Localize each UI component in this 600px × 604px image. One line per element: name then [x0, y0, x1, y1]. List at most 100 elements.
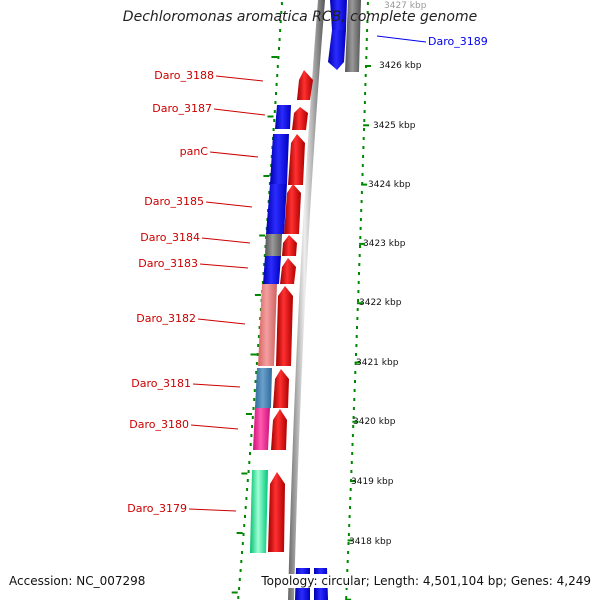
ring-dot — [273, 110, 276, 113]
ring-dot — [366, 29, 369, 32]
ring-dot — [237, 596, 240, 599]
ring-dot — [351, 443, 354, 446]
ring-tick — [231, 591, 238, 594]
ring-dot — [259, 317, 262, 320]
ring-dot — [255, 362, 258, 365]
label-Daro_3179: Daro_3179 — [127, 502, 187, 515]
ring-dot — [359, 227, 362, 230]
kbp-label-3425: 3425 kbp — [373, 121, 416, 131]
ring-dot — [253, 398, 256, 401]
cog-Daro_3180-magenta — [253, 408, 270, 450]
ring-dot — [252, 407, 255, 410]
kbp-label-3426: 3426 kbp — [379, 61, 422, 71]
ring-dot — [361, 173, 364, 176]
ring-dot — [276, 74, 279, 77]
ring-dot — [348, 515, 351, 518]
ring-tick — [241, 472, 248, 475]
ring-tick — [271, 56, 278, 58]
ring-dot — [261, 281, 264, 284]
ring-dot — [360, 191, 363, 194]
cog-Daro_3185-blue — [266, 184, 287, 234]
ring-dot — [269, 173, 272, 176]
ring-dot — [245, 497, 248, 500]
gene-Daro_3183-arrow — [280, 258, 296, 284]
ring-dot — [352, 416, 355, 419]
ring-dot — [349, 506, 351, 509]
ring-dot — [255, 371, 258, 374]
gene-Daro_3189-blue — [328, 30, 346, 70]
ring-dot — [251, 416, 254, 419]
label-panC: panC — [180, 145, 209, 158]
ring-tick — [263, 175, 270, 177]
ring-dot — [361, 182, 364, 185]
ring-dot — [366, 11, 369, 14]
ring-dot — [358, 263, 361, 266]
ring-dot — [358, 272, 360, 275]
ring-dot — [272, 128, 275, 131]
ring-dot — [359, 245, 361, 248]
ring-dot — [278, 38, 281, 41]
gene-Daro_3185-arrow — [284, 184, 301, 234]
ring-dot — [274, 101, 277, 104]
ring-dot — [280, 2, 283, 5]
gene-Daro_3184-arrow — [282, 235, 297, 256]
ring-dot — [246, 488, 249, 491]
ring-dot — [345, 596, 348, 599]
ring-dot — [280, 11, 283, 14]
ring-dot — [268, 182, 271, 185]
ring-dot — [351, 434, 354, 437]
ring-dot — [357, 299, 359, 302]
ring-dot — [244, 506, 247, 509]
ring-dot — [357, 290, 360, 293]
cog-lane — [250, 105, 291, 553]
kbp-tick — [347, 539, 354, 542]
cog-Daro_3182-pink — [258, 284, 277, 366]
ring-tick — [250, 353, 257, 356]
ring-dot — [257, 335, 260, 338]
genome-backbone — [288, 0, 325, 600]
kbp-tick — [356, 302, 363, 305]
label-Daro_3184: Daro_3184 — [140, 231, 200, 244]
ring-dot — [251, 425, 254, 428]
ring-dot — [357, 281, 360, 284]
ring-dot — [263, 254, 266, 257]
ring-dot — [359, 236, 362, 239]
gene-Daro_3189-cog-gray — [345, 0, 361, 72]
ring-dot — [354, 380, 356, 383]
ring-dot — [277, 56, 280, 59]
kbp-tick — [359, 242, 366, 245]
ring-dot — [263, 263, 266, 266]
kbp-tick — [354, 361, 361, 364]
ring-dot — [348, 524, 351, 527]
gene-top-blue-2 — [330, 0, 347, 30]
ring-dot — [346, 560, 349, 563]
gene-Daro_3179-arrow — [268, 472, 285, 552]
label-Daro_3183: Daro_3183 — [138, 257, 198, 270]
ring-dot — [249, 443, 252, 446]
ring-dot — [275, 83, 278, 86]
ring-dot — [256, 353, 259, 356]
ring-dot — [279, 20, 282, 23]
ring-dot — [257, 344, 260, 347]
ring-dot — [365, 47, 368, 50]
ring-dot — [278, 47, 280, 50]
ring-dot — [241, 542, 244, 545]
ring-dot — [363, 119, 366, 122]
ring-dot — [345, 587, 348, 590]
ring-dot — [250, 434, 253, 437]
ring-dot — [364, 92, 367, 95]
ring-dot — [273, 119, 276, 122]
ring-dot — [366, 20, 369, 23]
cog-Daro_3187-blue — [275, 105, 291, 129]
kbp-label-3421: 3421 kbp — [356, 358, 399, 368]
ring-dot — [239, 569, 242, 572]
gene-panC-arrow — [288, 134, 305, 185]
ring-dot — [268, 191, 271, 194]
ring-dot — [363, 101, 366, 104]
cog-Daro_3184-gray — [265, 234, 282, 256]
kbp-tick — [363, 124, 370, 127]
ring-tick — [267, 115, 274, 118]
gene-Daro_3187-arrow — [292, 107, 308, 130]
ring-dot — [356, 317, 359, 320]
